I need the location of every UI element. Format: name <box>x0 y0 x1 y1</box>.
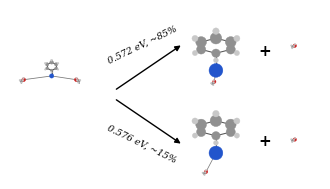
Circle shape <box>50 60 53 64</box>
Text: +: + <box>259 44 272 59</box>
Circle shape <box>212 49 220 57</box>
Circle shape <box>225 119 236 130</box>
Circle shape <box>45 69 46 70</box>
Circle shape <box>196 37 207 47</box>
Circle shape <box>50 74 54 78</box>
Circle shape <box>202 172 203 174</box>
Circle shape <box>50 69 53 72</box>
Circle shape <box>210 115 222 126</box>
Circle shape <box>226 45 235 54</box>
Circle shape <box>209 64 223 77</box>
Circle shape <box>57 69 59 70</box>
Circle shape <box>234 35 240 41</box>
Circle shape <box>197 45 206 54</box>
Circle shape <box>293 44 297 47</box>
Circle shape <box>214 58 218 63</box>
Circle shape <box>77 80 80 82</box>
Circle shape <box>204 174 205 176</box>
Circle shape <box>50 59 52 61</box>
Circle shape <box>214 140 218 145</box>
Circle shape <box>74 78 78 82</box>
Circle shape <box>192 118 198 124</box>
Circle shape <box>196 119 207 130</box>
Circle shape <box>294 137 296 139</box>
Circle shape <box>51 72 52 73</box>
Circle shape <box>54 63 58 66</box>
Circle shape <box>192 133 198 138</box>
Circle shape <box>44 62 46 64</box>
Circle shape <box>76 79 78 81</box>
Circle shape <box>211 83 212 84</box>
Text: +: + <box>259 134 272 149</box>
Circle shape <box>20 80 23 82</box>
Circle shape <box>213 110 219 117</box>
Circle shape <box>290 139 292 140</box>
Circle shape <box>291 139 294 142</box>
Circle shape <box>79 79 81 81</box>
Circle shape <box>212 82 214 85</box>
Circle shape <box>205 172 206 173</box>
Circle shape <box>19 79 21 81</box>
Circle shape <box>213 28 219 34</box>
Circle shape <box>234 118 240 124</box>
Circle shape <box>55 67 57 70</box>
Circle shape <box>192 35 198 41</box>
Circle shape <box>204 170 208 174</box>
Circle shape <box>225 37 236 47</box>
Circle shape <box>212 132 220 140</box>
Circle shape <box>291 47 293 49</box>
Circle shape <box>78 82 80 84</box>
Circle shape <box>203 172 206 175</box>
Circle shape <box>213 80 216 83</box>
Circle shape <box>234 50 240 56</box>
Circle shape <box>291 45 294 48</box>
Circle shape <box>22 78 26 82</box>
Circle shape <box>57 62 59 64</box>
Circle shape <box>226 127 235 137</box>
Circle shape <box>293 45 295 47</box>
Circle shape <box>205 170 207 171</box>
Circle shape <box>213 84 214 86</box>
Circle shape <box>46 63 49 66</box>
Circle shape <box>294 43 296 45</box>
Circle shape <box>210 33 222 44</box>
Circle shape <box>22 79 24 81</box>
Circle shape <box>197 127 206 137</box>
Circle shape <box>290 45 292 46</box>
Circle shape <box>192 50 198 56</box>
Circle shape <box>293 139 295 141</box>
Circle shape <box>23 77 24 79</box>
Circle shape <box>291 141 293 143</box>
Circle shape <box>293 138 297 141</box>
Circle shape <box>20 82 22 84</box>
Circle shape <box>46 67 49 70</box>
Circle shape <box>209 146 223 160</box>
Text: 0.576 eV, ~15%: 0.576 eV, ~15% <box>106 124 178 165</box>
Text: 0.572 eV, ~85%: 0.572 eV, ~85% <box>106 24 178 65</box>
Circle shape <box>213 80 214 81</box>
Circle shape <box>76 77 77 79</box>
Circle shape <box>234 133 240 138</box>
Circle shape <box>213 82 214 83</box>
